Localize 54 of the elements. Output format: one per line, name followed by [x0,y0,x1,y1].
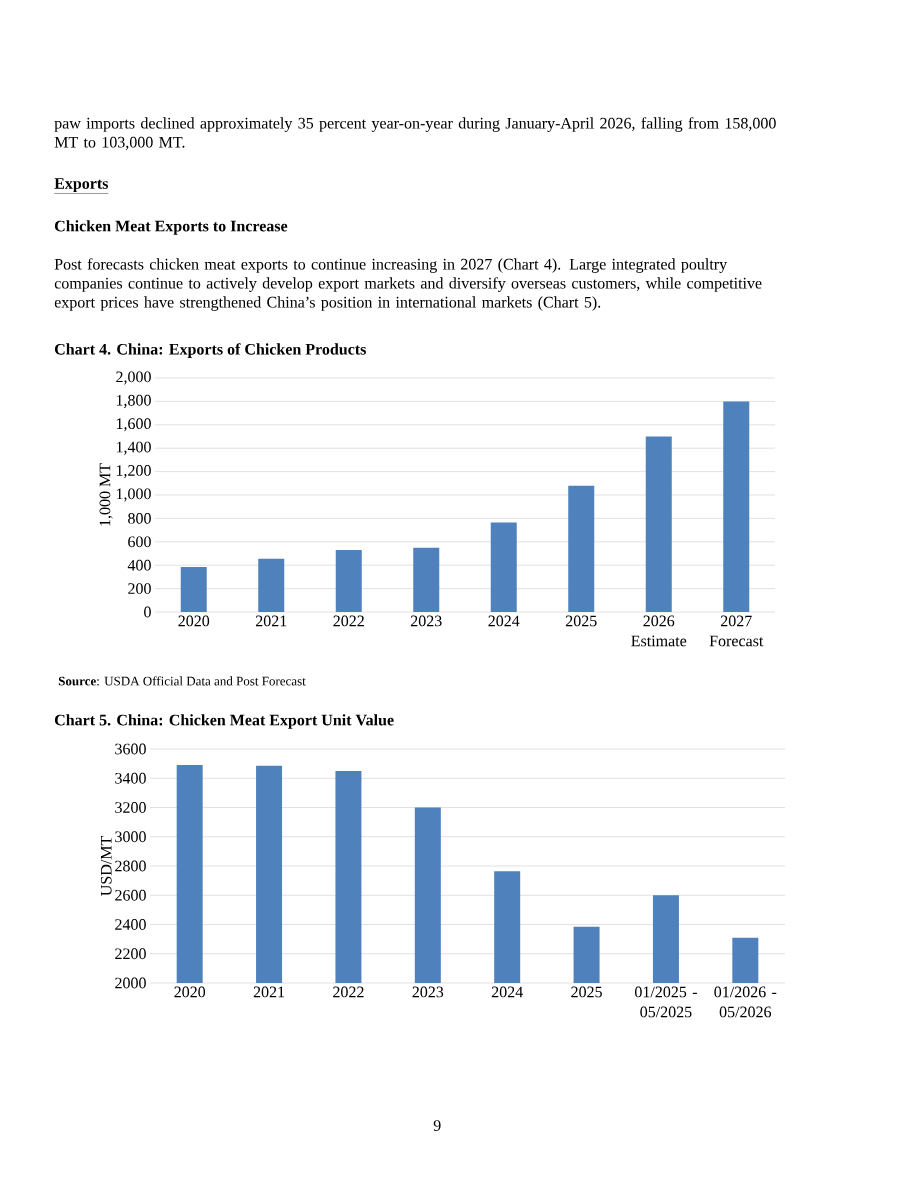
y-tick-label: 3400 [115,772,146,784]
y-tick-label: 2600 [115,889,146,901]
y-tick-label: 2000 [115,977,146,989]
text: 9 [433,1120,441,1131]
x-tick-label: 2020 [174,986,206,998]
y-tick-label: 1,600 [116,418,151,432]
y-tick-label: 2,000 [116,371,151,385]
x-tick-label: 2020 [178,615,210,627]
y-tick-label: 2800 [115,860,146,872]
y-tick-label: 1,000 [116,488,151,502]
y-tick-label: 200 [128,583,151,595]
x-tick-label: 2024 [488,615,520,627]
bar [723,401,750,613]
x-tick-label: 2021 [253,986,285,998]
x-tick-label: 2026 Estimate [631,615,687,647]
y-tick-label: 0 [144,606,151,618]
y-axis-title: USD/MT [100,836,112,896]
bar [180,566,207,613]
y-tick-label: 800 [128,513,151,524]
x-tick-label: 2022 [333,986,364,998]
text: Exports [54,178,109,193]
x-tick-label: 01/2025 - 05/2025 [635,986,697,1018]
text: Chicken Meat Exports to Increase [54,220,288,235]
bar [258,558,285,613]
y-tick-label: 2200 [115,948,146,960]
x-tick-label: 2021 [255,615,287,627]
y-tick-label: 600 [128,536,151,548]
text: Post forecasts chicken meat exports to continue increasing in 2027 (Chart 4). Large integrated poultry companies continue to actively develop export markets and diversify overseas customers, while competitive export prices have strengthened China’s position in international markets (Chart 5). [54,258,762,311]
text: Source: USDA Official Data and Post Forecast [58,676,306,686]
y-tick-label: 400 [127,559,151,571]
x-tick-label: 2023 [410,615,442,627]
y-tick-label: 3200 [115,802,146,813]
y-tick-label: 3600 [115,743,146,755]
bar [413,547,440,613]
text: paw imports declined approximately 35 percent year-on-year during January-April 2026, falling from 158,000 MT to 103,000 MT. [54,117,776,150]
y-axis-title: 1,000 MT [99,463,113,526]
x-tick-label: 2025 [565,615,597,627]
chart-title: Chart 5. China: Chicken Meat Export Unit Value [54,714,394,729]
y-tick-label: 1,200 [116,465,151,479]
x-tick-label: 2023 [412,986,444,998]
bar [335,550,362,613]
bar [568,485,595,613]
x-tick-label: 2022 [333,615,364,627]
bar [645,436,672,613]
x-tick-label: 2025 [571,986,602,998]
x-tick-label: 01/2026 - 05/2026 [714,986,777,1018]
y-tick-label: 1,400 [116,441,151,455]
x-tick-label: 2024 [491,986,523,998]
y-tick-label: 3000 [115,831,146,843]
chart-title: Chart 4. China: Exports of Chicken Products [54,343,366,358]
x-tick-label: 2027 Forecast [709,615,764,647]
bar [490,522,517,613]
y-tick-label: 1,800 [116,394,151,408]
y-tick-label: 2400 [115,919,146,930]
